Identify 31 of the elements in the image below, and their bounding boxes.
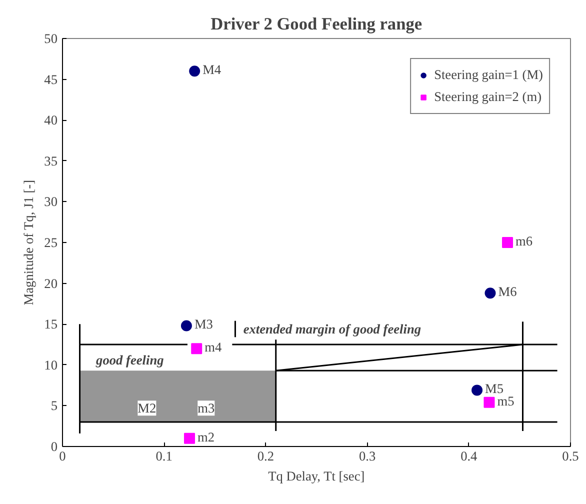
y-tick-label: 15 [44,316,58,332]
legend-label: Steering gain=2 (m) [434,89,542,105]
x-tick-label: 0.3 [358,448,376,464]
y-tick-label: 20 [44,276,58,291]
y-tick-label: 25 [44,235,58,250]
y-tick-label: 30 [44,194,58,210]
y-tick-label: 35 [44,153,58,168]
y-tick-label: 5 [50,398,58,414]
x-tick-label: 0.5 [562,448,580,464]
x-tick-label: 0.2 [257,448,274,464]
y-tick-label: 40 [44,112,58,128]
y-axis-title: Magnitude of Tq, J1 [-] [21,180,36,306]
y-tick-label: 0 [50,439,58,454]
annotation: m3 [198,400,215,416]
y-tick-label: 50 [44,31,58,46]
data-label: M6 [498,284,518,300]
data-label: m2 [198,429,215,444]
data-label: m6 [516,234,533,248]
data-label: m4 [204,340,222,355]
chart-title: Driver 2 Good Feeling range [210,14,422,34]
x-axis-title: Tq Delay, Tt [sec] [268,468,365,484]
y-tick-label: 45 [44,72,58,87]
x-tick-label: 0.1 [156,448,172,464]
data-label: M3 [194,316,214,332]
annotation: extended margin of good feeling [243,321,422,336]
annotation: M2 [138,400,156,416]
y-tick-label: 10 [44,357,58,372]
data-label: M4 [202,62,222,78]
legend-label: Steering gain=1 (M) [434,67,543,83]
x-tick-label: 0.4 [460,448,478,464]
annotation: good feeling [95,352,164,368]
